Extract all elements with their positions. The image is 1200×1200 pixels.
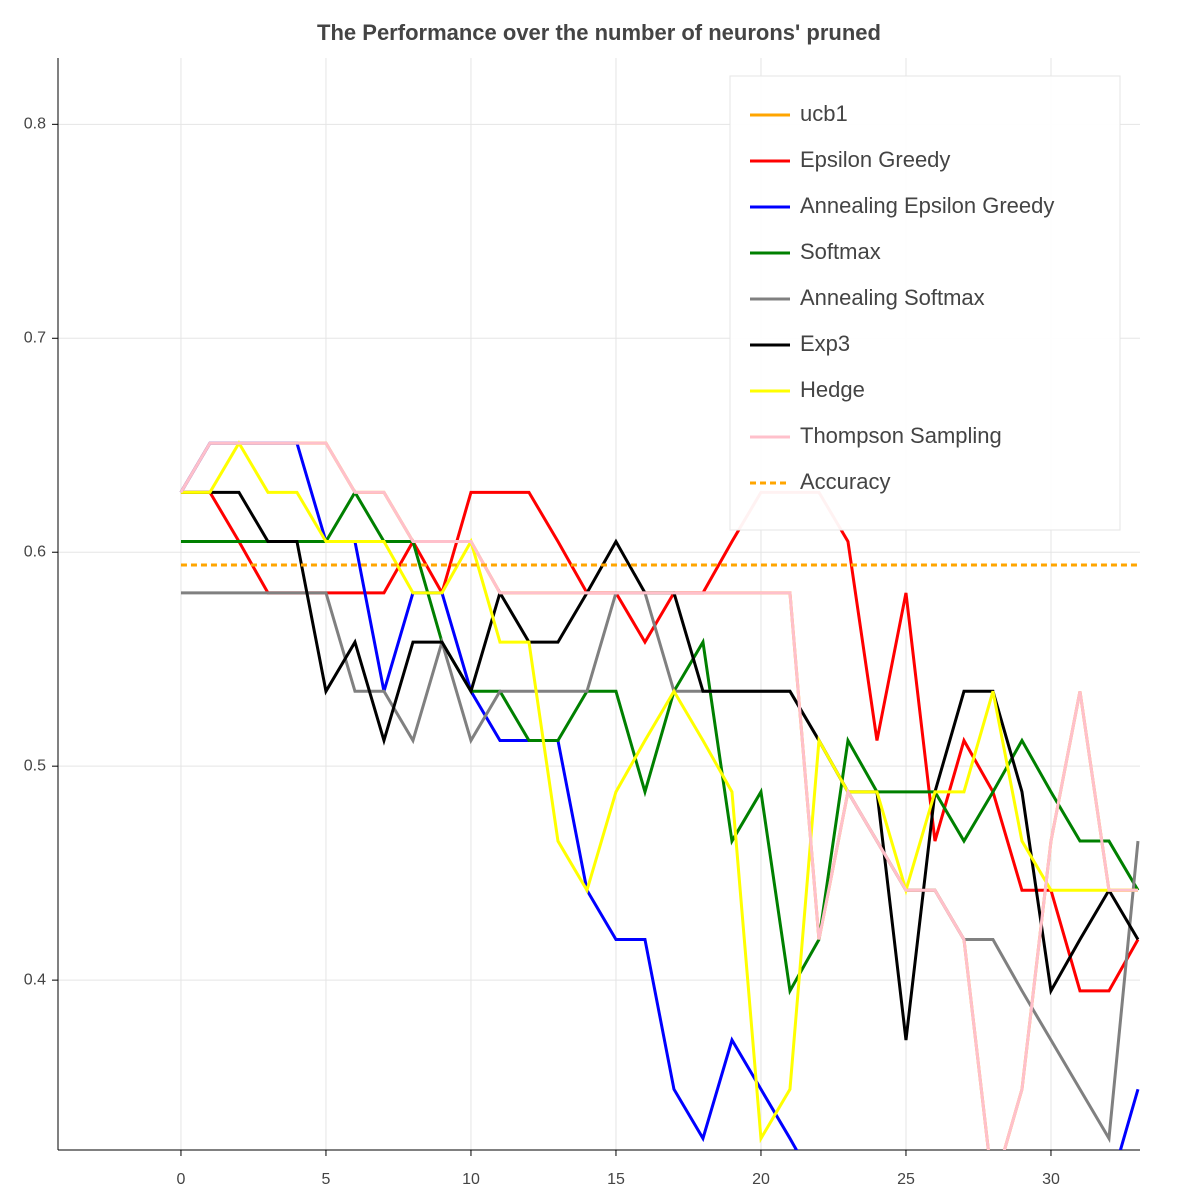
y-tick-label: 0.4: [24, 971, 46, 988]
chart-title: The Performance over the number of neuro…: [317, 20, 881, 45]
legend-label: Epsilon Greedy: [800, 147, 950, 172]
series-line: [180, 489, 1140, 996]
x-tick-label: 0: [177, 1171, 186, 1188]
series-line: [179, 441, 1138, 1150]
legend-label: Exp3: [800, 331, 850, 356]
x-tick-label: 5: [322, 1171, 331, 1188]
x-tick-label: 25: [897, 1171, 915, 1188]
legend-label: ucb1: [800, 101, 848, 126]
plot-area: [179, 440, 1140, 1150]
y-tick-label: 0.6: [24, 543, 46, 560]
x-tick-label: 20: [752, 1171, 770, 1188]
legend-label: Annealing Softmax: [800, 285, 985, 310]
x-tick-label: 30: [1042, 1171, 1060, 1188]
series-line: [180, 440, 1138, 1144]
legend-label: Hedge: [800, 377, 865, 402]
legend-label: Softmax: [800, 239, 881, 264]
legend-label: Annealing Epsilon Greedy: [800, 193, 1054, 218]
y-tick-label: 0.7: [24, 329, 46, 346]
x-tick-label: 15: [607, 1171, 625, 1188]
x-tick-label: 10: [462, 1171, 480, 1188]
y-tick-label: 0.8: [24, 116, 46, 133]
series-line: [179, 441, 1138, 1150]
series-line: [180, 591, 1140, 1144]
y-tick-label: 0.5: [24, 757, 46, 774]
legend-label: Accuracy: [800, 469, 890, 494]
legend-label: Thompson Sampling: [800, 423, 1002, 448]
legend-box: [729, 75, 1121, 531]
series-line: [180, 490, 1140, 993]
series-line: [179, 441, 1140, 1150]
